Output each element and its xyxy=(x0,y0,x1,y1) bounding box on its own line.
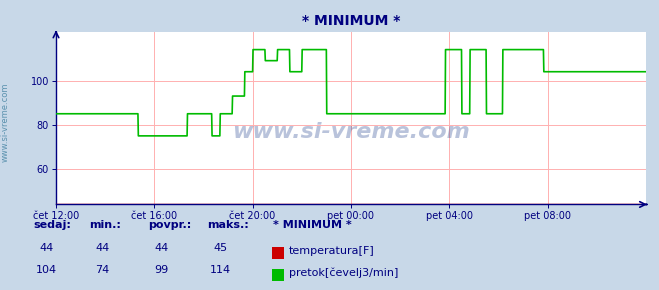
Text: 74: 74 xyxy=(95,265,109,275)
Text: maks.:: maks.: xyxy=(208,220,249,230)
Text: 44: 44 xyxy=(39,243,53,253)
Text: 44: 44 xyxy=(95,243,109,253)
Text: 45: 45 xyxy=(214,243,228,253)
Text: 99: 99 xyxy=(154,265,169,275)
Text: www.si-vreme.com: www.si-vreme.com xyxy=(1,82,10,162)
Text: 44: 44 xyxy=(154,243,169,253)
Text: 114: 114 xyxy=(210,265,231,275)
Text: 104: 104 xyxy=(36,265,57,275)
Text: sedaj:: sedaj: xyxy=(33,220,71,230)
Title: * MINIMUM *: * MINIMUM * xyxy=(302,14,400,28)
Text: povpr.:: povpr.: xyxy=(148,220,192,230)
Text: temperatura[F]: temperatura[F] xyxy=(289,246,374,256)
Text: * MINIMUM *: * MINIMUM * xyxy=(273,220,352,230)
Text: www.si-vreme.com: www.si-vreme.com xyxy=(232,122,470,142)
Text: pretok[čevelj3/min]: pretok[čevelj3/min] xyxy=(289,268,398,278)
Text: min.:: min.: xyxy=(89,220,121,230)
